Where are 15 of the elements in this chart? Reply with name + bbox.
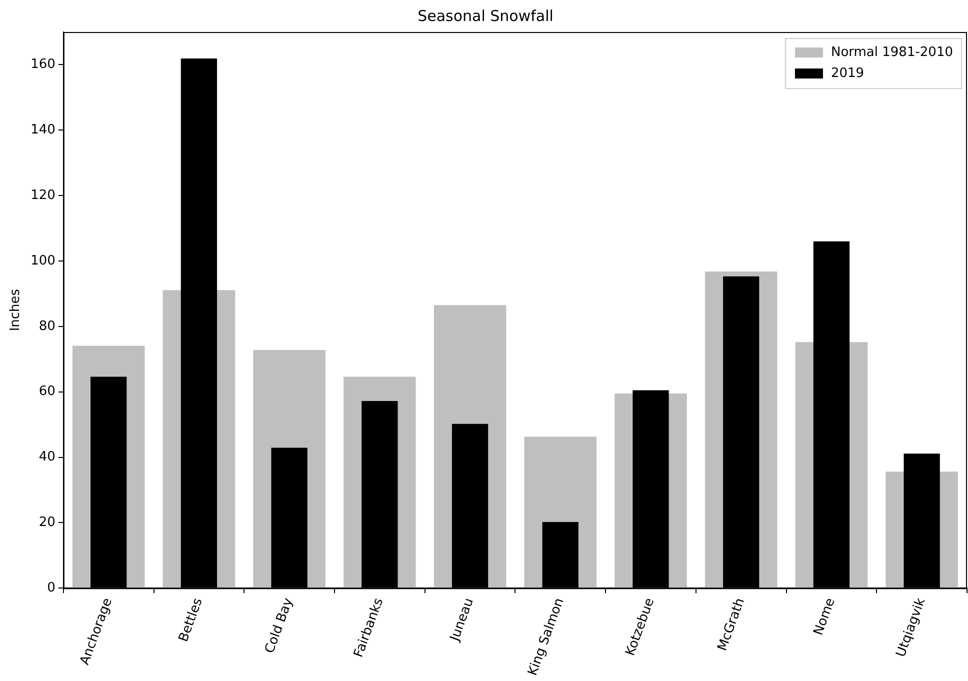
chart-title: Seasonal Snowfall bbox=[418, 6, 554, 25]
legend-label: 2019 bbox=[830, 66, 864, 81]
y-tick-label: 20 bbox=[38, 515, 56, 530]
y-tick-label: 80 bbox=[38, 318, 56, 334]
x-tick-label: Nome bbox=[811, 596, 838, 638]
legend-label: Normal 1981-2010 bbox=[830, 44, 954, 60]
y-tick-label: 120 bbox=[30, 188, 56, 203]
y-tick-label: 0 bbox=[47, 580, 56, 596]
y-tick-label: 140 bbox=[30, 122, 56, 138]
y-tick-label: 40 bbox=[38, 450, 56, 465]
x-tick-label: Cold Bay bbox=[262, 596, 296, 656]
y-tick-label: 60 bbox=[38, 384, 56, 400]
y-axis-title: Inches bbox=[8, 288, 24, 332]
y-tick-label: 100 bbox=[30, 253, 56, 268]
y-tick-label: 160 bbox=[30, 57, 56, 72]
